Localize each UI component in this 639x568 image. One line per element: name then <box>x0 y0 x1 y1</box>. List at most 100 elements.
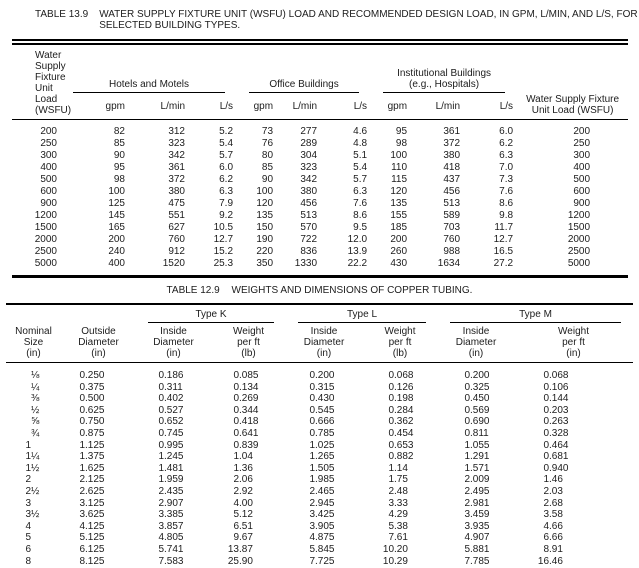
table-cell: 5.38 <box>388 520 408 532</box>
table-cell: 5.7 <box>219 150 234 161</box>
table-cell: 1.505 <box>309 462 335 474</box>
table-cell: 22.2 <box>347 258 368 269</box>
table-cell: 100 <box>108 186 125 197</box>
table-cell: 120 <box>390 186 408 197</box>
table-cell: 1.055 <box>464 439 490 451</box>
table-cell: 95 <box>395 126 408 137</box>
table-cell: 12.0 <box>347 234 368 245</box>
table-cell: 2.945 <box>309 497 335 509</box>
table-cell: 6.2 <box>219 174 234 185</box>
table-cell: 0.430 <box>309 393 335 405</box>
table-cell: 6.125 <box>79 543 105 555</box>
col-header-gpm: gpm <box>371 93 412 121</box>
table-row: 1¼ 1.375 1.245 1.04 1.265 0.882 1.291 0.681 <box>6 451 633 463</box>
table-cell: 0.500 <box>79 393 105 405</box>
col-header-lmin: L/min <box>277 93 322 121</box>
table-cell: 16.46 <box>537 555 563 567</box>
table-cell: 4.8 <box>353 138 368 149</box>
caption-line-1: WATER SUPPLY FIXTURE UNIT (WSFU) LOAD AN… <box>99 9 638 20</box>
table-cell: 10.29 <box>382 555 408 567</box>
table-cell: 240 <box>108 246 125 257</box>
table-row: 1500 165 627 10.5 150 570 9.5 185 703 11.7 1500 <box>12 222 628 234</box>
col-header-inside-diameter: Inside Diameter (in) <box>438 323 515 363</box>
col-header-gpm: gpm <box>61 93 129 121</box>
col-header-ls: L/s <box>189 93 238 121</box>
table-cell: 400 <box>573 162 591 173</box>
table-cell: 120 <box>256 198 274 209</box>
table-cell: 2.03 <box>543 485 563 497</box>
table-cell: ¾ <box>31 427 40 439</box>
table-cell: 4.875 <box>309 532 335 544</box>
rule-line <box>12 43 628 45</box>
table-cell: 6.66 <box>543 532 563 544</box>
table-cell: 0.875 <box>79 427 105 439</box>
table-cell: 342 <box>300 174 318 185</box>
table-cell: 5 <box>25 532 31 544</box>
table-cell: 200 <box>40 126 57 137</box>
header-line: (in) <box>91 348 106 359</box>
header-line: Size <box>23 337 44 348</box>
table-cell: 5.845 <box>309 543 335 555</box>
table-cell: 372 <box>168 174 185 185</box>
header-line: (lb) <box>392 348 408 359</box>
table-cell: 8.6 <box>499 198 514 209</box>
table-row: ½ 0.625 0.527 0.344 0.545 0.284 0.569 0.203 <box>6 405 633 417</box>
col-header-inside-diameter: Inside Diameter (in) <box>286 323 363 363</box>
table-cell: 4.805 <box>158 532 184 544</box>
col-header-weight: Weight per ft (lb) <box>362 323 439 363</box>
table-cell: 4 <box>25 520 31 532</box>
table-cell: ⅜ <box>31 393 40 405</box>
table-cell: 2.68 <box>543 497 563 509</box>
table-cell: 1.36 <box>233 462 253 474</box>
table-cell: 15.2 <box>213 246 234 257</box>
table-cell: 220 <box>256 246 274 257</box>
table-cell: 289 <box>300 138 318 149</box>
table-cell: 0.402 <box>158 393 184 405</box>
table-cell: 0.641 <box>233 427 259 439</box>
header-line: (in) <box>166 348 181 359</box>
table-cell: 350 <box>256 258 274 269</box>
table-cell: 570 <box>300 222 318 233</box>
table-cell: 3.625 <box>79 509 105 521</box>
table-cell: 1.291 <box>464 451 490 463</box>
table-row: ⅝ 0.750 0.652 0.418 0.666 0.362 0.690 0.263 <box>6 416 633 428</box>
table-cell: 0.134 <box>233 381 259 393</box>
table-cell: 2.495 <box>464 485 490 497</box>
table-cell: 12.7 <box>493 234 514 245</box>
table-cell: 145 <box>108 210 125 221</box>
copper-table-body: ⅛ 0.250 0.186 0.085 0.200 0.068 0.200 0.068 ¼ 0.3… <box>6 363 633 568</box>
table-row: ⅛ 0.250 0.186 0.085 0.200 0.068 0.200 0.068 <box>6 363 633 382</box>
table-cell: 6.2 <box>499 138 514 149</box>
table-cell: 0.200 <box>464 370 490 381</box>
header-line: Weight <box>384 326 416 337</box>
table-cell: 1.481 <box>158 462 184 474</box>
group-header-hotels: Hotels and Motels <box>61 50 237 94</box>
header-line: Water Supply Fixture <box>35 50 66 83</box>
table-cell: 456 <box>443 186 461 197</box>
table-cell: 0.325 <box>464 381 490 393</box>
table-cell: 418 <box>443 162 461 173</box>
header-line: Unit Load (WSFU) <box>531 105 614 116</box>
table-cell: 8.125 <box>79 555 105 567</box>
header-line: Outside <box>81 326 116 337</box>
table-cell: 722 <box>300 234 318 245</box>
table-cell: 1 <box>25 439 31 451</box>
table-cell: 9.5 <box>353 222 368 233</box>
table-cell: 13.9 <box>347 246 368 257</box>
table-cell: 1.46 <box>543 474 563 486</box>
table-cell: 2.625 <box>79 485 105 497</box>
header-line: Weight <box>233 326 264 337</box>
table-cell: 0.263 <box>543 416 569 428</box>
table-cell: 115 <box>391 174 408 185</box>
table-cell: 0.418 <box>233 416 259 428</box>
col-header-ls: L/s <box>321 93 372 121</box>
table-cell: 7.725 <box>309 555 335 567</box>
table-cell: 5.7 <box>353 174 368 185</box>
table-cell: 3.935 <box>464 520 490 532</box>
table-cell: 0.750 <box>79 416 105 428</box>
table-cell: 6.3 <box>353 186 368 197</box>
rule-line <box>12 39 628 41</box>
table-cell: 912 <box>168 246 185 257</box>
table-cell: 85 <box>261 162 274 173</box>
table-cell: 1500 <box>34 222 57 233</box>
